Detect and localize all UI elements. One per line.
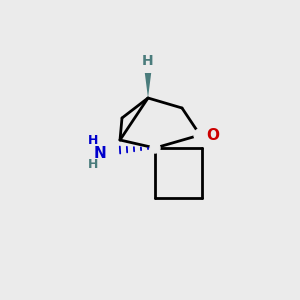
Text: N: N bbox=[94, 146, 106, 160]
Text: H: H bbox=[88, 158, 98, 172]
Text: H: H bbox=[142, 54, 154, 68]
Text: H: H bbox=[88, 134, 98, 148]
Text: O: O bbox=[206, 128, 219, 142]
Polygon shape bbox=[145, 73, 151, 98]
Circle shape bbox=[194, 129, 206, 141]
Circle shape bbox=[150, 143, 160, 153]
